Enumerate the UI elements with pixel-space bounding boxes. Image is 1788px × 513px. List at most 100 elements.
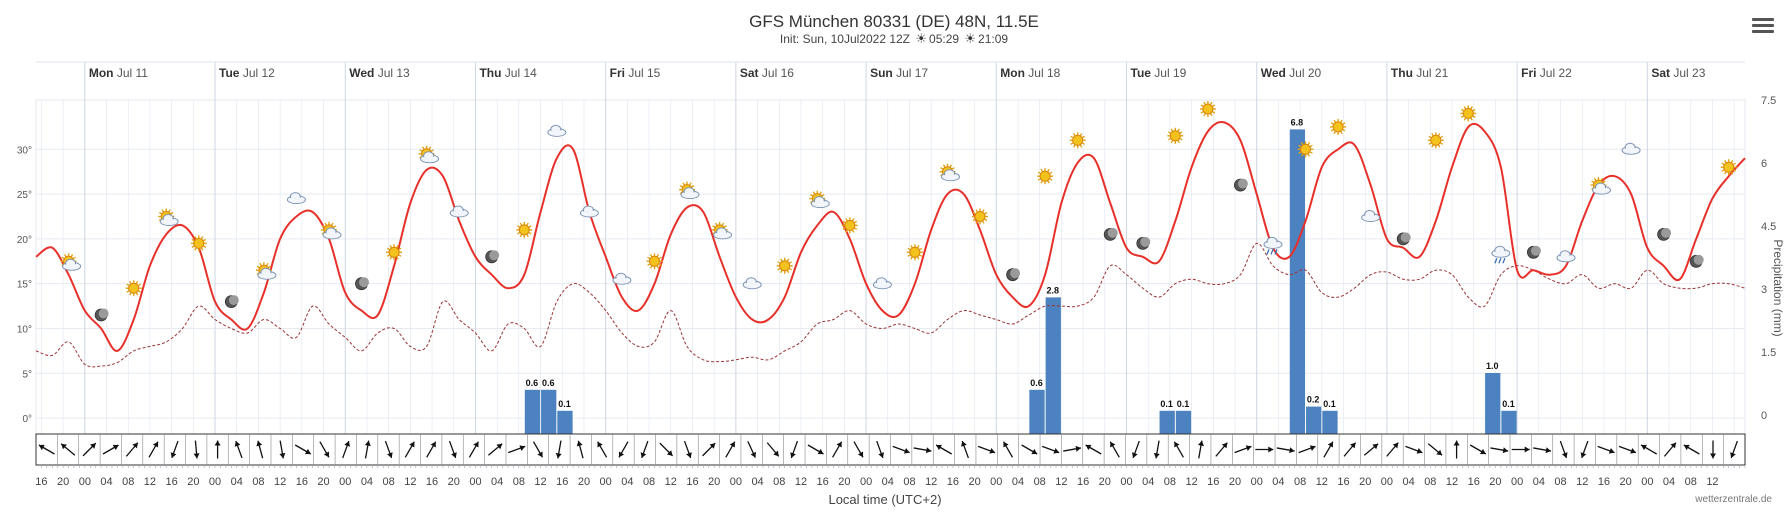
- sun-icon: [776, 257, 793, 274]
- cloud-fill: [1492, 250, 1509, 257]
- sun-disc: [649, 255, 660, 267]
- hour-label: 08: [1164, 476, 1176, 488]
- wind-head: [193, 453, 200, 459]
- sun-cloud-icon: [809, 190, 830, 209]
- sun-icon: [1167, 127, 1184, 144]
- right-tick-label: 0: [1761, 410, 1767, 422]
- sun-disc: [193, 237, 205, 249]
- hour-label: 12: [1576, 476, 1588, 488]
- wind-head: [61, 443, 67, 450]
- wind-head: [961, 441, 967, 447]
- wind-arrow-icon: [468, 441, 479, 458]
- hour-label: 16: [947, 476, 959, 488]
- wind-arrow-icon: [342, 440, 350, 459]
- wind-arrow-icon: [597, 441, 608, 458]
- wind-head: [686, 452, 692, 458]
- cloud-fill: [581, 210, 598, 217]
- sun-ray: [1298, 144, 1302, 148]
- hour-label: 12: [1316, 476, 1328, 488]
- hour-label: 00: [79, 476, 91, 488]
- wind-head: [1268, 446, 1274, 453]
- wind-head: [878, 452, 884, 458]
- wind-arrow-icon: [876, 440, 884, 459]
- wind-arrow-icon: [193, 440, 200, 459]
- cloud-fill: [548, 129, 565, 136]
- sun-ray: [1200, 104, 1204, 108]
- sun-ray: [63, 254, 67, 258]
- sun-ray: [1461, 108, 1465, 112]
- hour-label: 00: [209, 476, 221, 488]
- sun-ray: [656, 254, 660, 258]
- wind-arrow-icon: [1109, 441, 1120, 458]
- sun-ray: [1200, 110, 1204, 114]
- wind-arrow-icon: [832, 441, 843, 458]
- sun-disc: [1462, 107, 1474, 119]
- hour-label: 08: [1554, 476, 1566, 488]
- day-label: Mon Jul 18: [1000, 66, 1060, 80]
- day-label: Fri Jul 22: [1521, 66, 1572, 80]
- wind-head: [817, 448, 824, 455]
- hour-label: 20: [708, 476, 720, 488]
- cloud-fill: [714, 232, 731, 239]
- left-tick-label: 0°: [22, 414, 32, 425]
- wind-arrow-icon: [1490, 447, 1509, 454]
- cloud-fill: [942, 174, 959, 181]
- sun-ray: [1081, 142, 1085, 145]
- sun-icon: [1720, 159, 1737, 176]
- cloud-fill: [421, 156, 438, 163]
- wind-arrow-icon: [618, 441, 629, 458]
- left-tick-label: 30°: [17, 145, 32, 156]
- sun-disc: [1072, 134, 1084, 146]
- day-label: Wed Jul 20: [1261, 66, 1322, 80]
- cloud-icon: [547, 124, 567, 137]
- moon-highlight: [1010, 268, 1021, 279]
- sun-disc: [1430, 134, 1442, 146]
- cloud-fill: [613, 277, 630, 284]
- sun-icon: [1037, 168, 1054, 185]
- moon-highlight: [359, 277, 369, 288]
- wind-head: [597, 441, 603, 448]
- weather-icons: [60, 101, 1737, 322]
- precip-label: 0.6: [526, 378, 539, 388]
- day-label: Sat Jul 16: [740, 66, 794, 80]
- dewpoint-line: [35, 242, 1746, 368]
- sun-ray: [1333, 130, 1337, 135]
- hour-label: 12: [1706, 476, 1718, 488]
- wind-arrow-icon: [60, 443, 76, 456]
- right-tick-label: 3: [1761, 284, 1767, 296]
- sun-icon: [1427, 132, 1444, 149]
- cloud-fill: [451, 210, 468, 217]
- moon-highlight: [1400, 232, 1411, 243]
- wind-head: [1174, 441, 1180, 448]
- sun-ray: [386, 247, 391, 251]
- precip-label: 1.0: [1486, 361, 1499, 371]
- wind-arrow-icon: [702, 442, 716, 457]
- wind-arrow-icon: [1153, 440, 1160, 459]
- precip-bar: [1485, 373, 1501, 436]
- rain-drop: [1270, 249, 1274, 255]
- hour-label: 00: [469, 476, 481, 488]
- sun-cloud-icon: [321, 221, 342, 240]
- wind-head: [857, 451, 864, 458]
- wind-head: [90, 443, 96, 449]
- hour-label: 08: [643, 476, 655, 488]
- sun-icon: [1199, 101, 1216, 117]
- wind-head: [496, 443, 503, 450]
- sun-ray: [332, 225, 337, 229]
- cloud-fill: [874, 282, 891, 289]
- wind-head: [1502, 447, 1509, 454]
- moon-icon: [1006, 268, 1021, 282]
- sun-disc: [844, 219, 856, 231]
- moon-icon: [94, 308, 109, 322]
- precip-bar: [1501, 410, 1517, 436]
- sun-ray: [398, 254, 402, 257]
- cloud-fill: [1265, 241, 1281, 248]
- rain-drop: [1498, 258, 1502, 264]
- hour-label: 16: [1468, 476, 1480, 488]
- chart-menu-button[interactable]: [1752, 16, 1774, 34]
- sun-ray: [1211, 104, 1216, 108]
- left-tick-label: 10°: [17, 324, 32, 335]
- wind-arrow-icon: [214, 440, 221, 459]
- sun-icon: [1069, 132, 1086, 149]
- sun-ray: [1472, 108, 1476, 112]
